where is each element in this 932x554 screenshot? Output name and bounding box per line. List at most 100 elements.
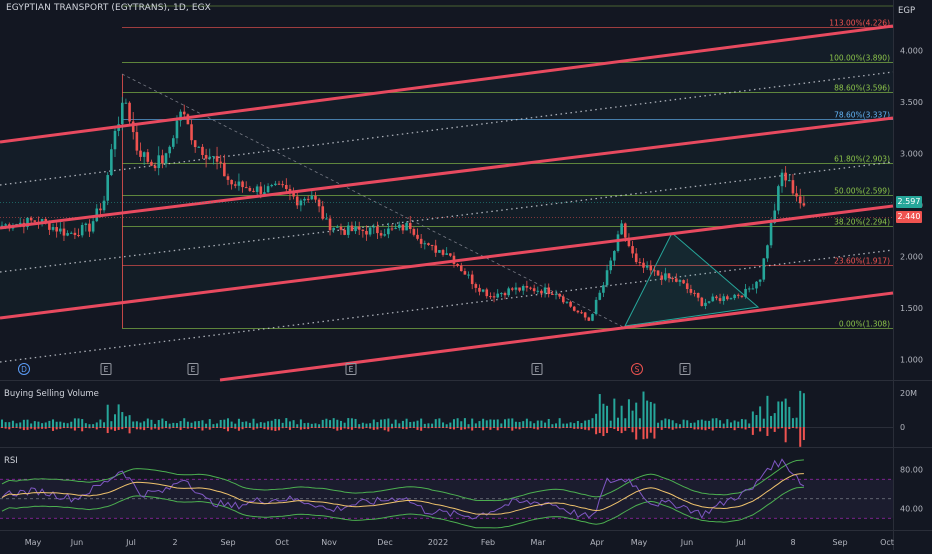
volume-bar-sell	[30, 427, 33, 429]
volume-bar-sell	[485, 427, 488, 428]
candle-body	[350, 225, 354, 232]
candle-body	[572, 306, 576, 311]
event-marker: D	[18, 363, 30, 375]
candle-body	[427, 243, 430, 245]
candle-body	[48, 221, 51, 230]
candle-body	[445, 253, 448, 255]
volume-bar-buy	[92, 424, 95, 427]
volume-bar-sell	[44, 427, 47, 429]
candle-body	[193, 140, 197, 148]
volume-bar-buy	[201, 420, 204, 427]
volume-bar-sell	[627, 427, 630, 428]
volume-bar-sell	[197, 427, 200, 428]
candle-body	[179, 111, 182, 121]
volume-bar-buy	[456, 418, 459, 427]
candle-body	[649, 265, 653, 271]
rsi-upper-band	[1, 459, 804, 502]
candle-body	[285, 184, 288, 189]
candle-body	[696, 293, 700, 298]
volume-bar-buy	[500, 423, 503, 427]
volume-bar-sell	[92, 427, 95, 428]
volume-bar-buy	[372, 419, 375, 427]
channel-line	[0, 116, 894, 230]
candle-body	[252, 190, 255, 192]
event-marker-frame	[187, 363, 199, 375]
volume-bar-sell	[416, 427, 419, 430]
candle-body	[551, 293, 554, 295]
volume-bar-buy	[693, 422, 696, 427]
volume-bar-sell	[59, 427, 62, 429]
volume-bar-buy	[726, 419, 729, 427]
volume-bar-buy	[154, 423, 157, 427]
candle-body	[33, 220, 37, 222]
volume-bar-buy	[598, 394, 601, 427]
volume-bar-sell	[8, 427, 11, 430]
volume-bar-sell	[536, 427, 539, 430]
volume-bar-sell	[689, 427, 692, 428]
volume-bar-buy	[657, 422, 660, 427]
volume-bar-sell	[795, 427, 798, 429]
volume-bar-buy	[620, 405, 623, 427]
rsi-tick-label: 40.00	[900, 505, 923, 514]
volume-bar-buy	[565, 423, 568, 427]
candle-body	[532, 288, 536, 292]
volume-bar-sell	[329, 427, 332, 428]
volume-bar-buy	[660, 420, 663, 427]
candle-body	[55, 227, 58, 232]
volume-bar-sell	[95, 427, 98, 430]
fib-level-label: 113.00%(4.226)	[829, 19, 890, 28]
time-tick-label: Feb	[481, 538, 495, 547]
volume-bar-buy	[562, 423, 565, 427]
volume-bar-buy	[613, 398, 616, 427]
volume-bar-buy	[609, 420, 612, 427]
volume-bar-buy	[427, 423, 430, 427]
volume-bar-sell	[1, 427, 3, 428]
volume-bar-buy	[81, 419, 84, 427]
candle-body	[751, 288, 755, 290]
candle-body	[707, 301, 711, 303]
candle-body	[503, 293, 507, 296]
volume-bar-sell	[631, 427, 634, 433]
volume-bar-sell	[580, 427, 583, 430]
volume-bar-buy	[525, 418, 528, 427]
candle-body	[802, 203, 806, 206]
candle-body	[233, 184, 237, 186]
time-tick-label: Sep	[220, 538, 235, 547]
volume-bar-buy	[445, 424, 448, 427]
fib-trend-line	[121, 73, 626, 329]
candle-body	[762, 258, 766, 280]
volume-bar-buy	[146, 418, 149, 427]
volume-bar-buy	[518, 421, 521, 427]
volume-bar-sell	[310, 427, 313, 428]
candle-body	[656, 270, 660, 276]
candle-body	[434, 245, 438, 253]
volume-bar-buy	[514, 421, 517, 427]
volume-bar-sell	[128, 427, 131, 434]
candle-body	[795, 193, 798, 197]
volume-bar-buy	[391, 423, 394, 427]
volume-bar-buy	[15, 423, 18, 427]
volume-bar-sell	[135, 427, 138, 430]
candle-body	[609, 260, 612, 271]
candle-body	[106, 175, 110, 201]
volume-bar-buy	[216, 423, 219, 427]
volume-bar-sell	[606, 427, 609, 434]
volume-bar-sell	[383, 427, 386, 431]
candle-body	[328, 218, 332, 231]
candle-body	[230, 179, 233, 185]
volume-bar-sell	[635, 427, 638, 440]
candle-body	[514, 287, 518, 290]
candle-body	[492, 296, 496, 298]
volume-bar-sell	[602, 427, 605, 437]
volume-bar-buy	[616, 417, 619, 427]
volume-bar-sell	[598, 427, 601, 434]
event-marker-label: D	[21, 365, 27, 374]
candle-body	[314, 195, 317, 200]
volume-bar-sell	[358, 427, 361, 429]
volume-bar-buy	[183, 418, 186, 427]
candle-body	[580, 312, 583, 314]
candle-body	[59, 228, 62, 232]
volume-bar-sell	[755, 427, 758, 429]
candle-body	[576, 310, 580, 313]
